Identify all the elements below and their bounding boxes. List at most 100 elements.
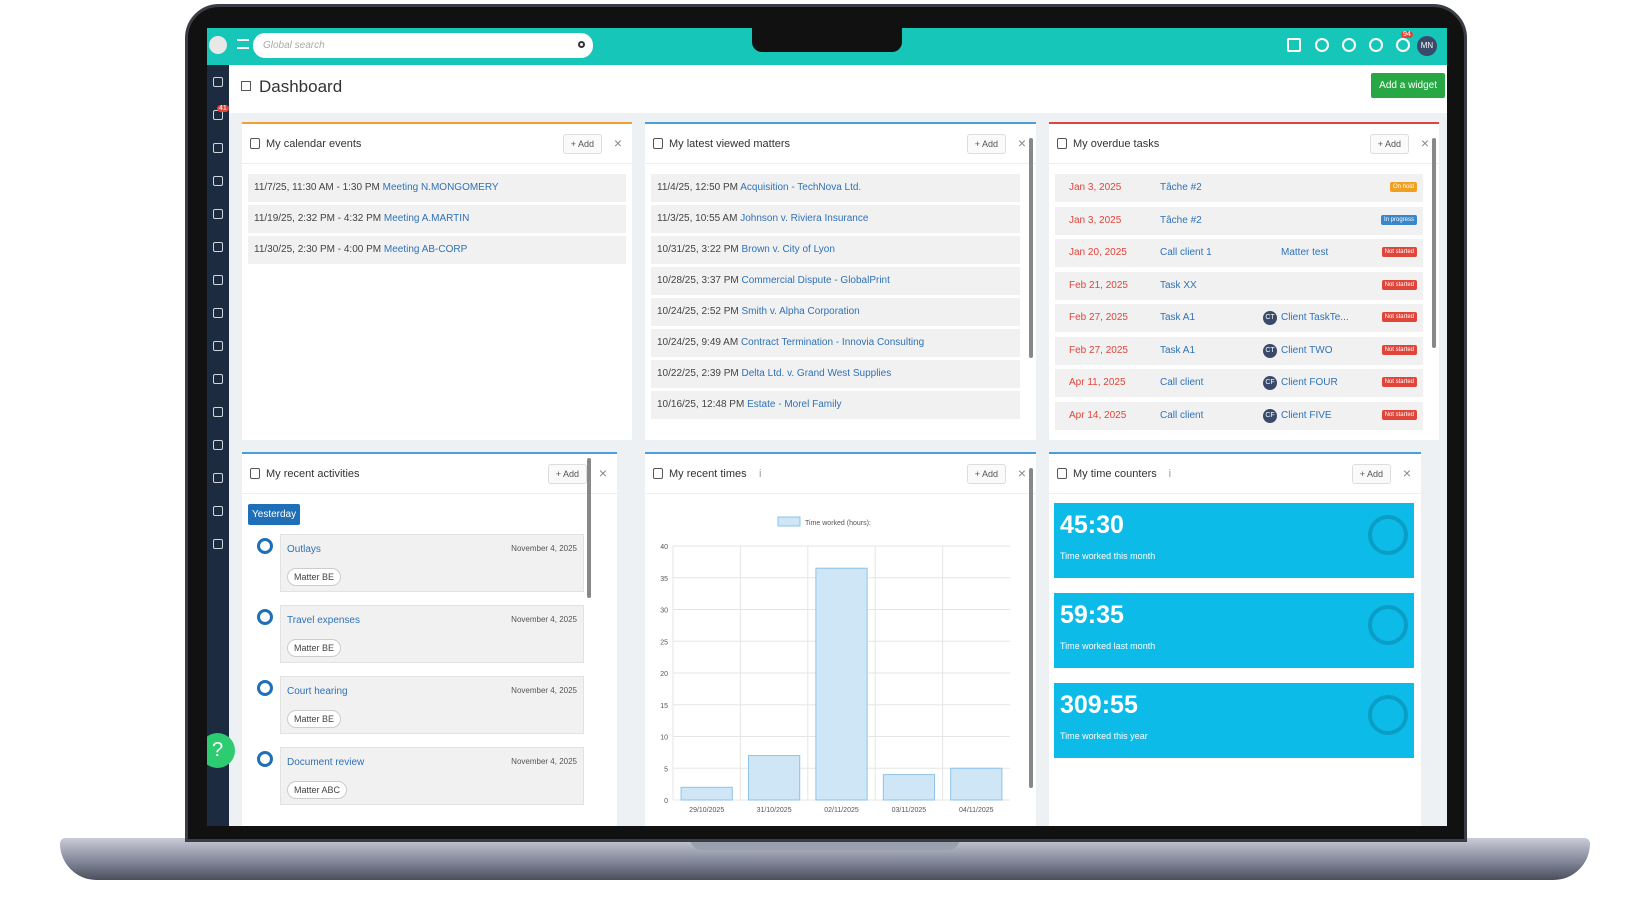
close-button[interactable]: × xyxy=(1017,465,1026,481)
top-icon[interactable] xyxy=(1369,38,1383,52)
matter-title[interactable]: Johnson v. Riviera Insurance xyxy=(740,213,869,224)
sidebar-icon[interactable] xyxy=(213,176,223,186)
y-tick-label: 5 xyxy=(664,766,668,773)
top-icon[interactable] xyxy=(1315,38,1329,52)
matter-time: 10/22/25, 2:39 PM xyxy=(657,368,739,379)
add-button[interactable]: + Add xyxy=(966,464,1006,484)
task-name[interactable]: Call client xyxy=(1160,377,1204,388)
task-row: Feb 27, 2025 Task A1 CT Client TaskTe... Not… xyxy=(1055,304,1423,332)
info-icon: i xyxy=(1168,468,1172,480)
widget-title: My overdue tasks xyxy=(1073,138,1160,150)
clock-icon xyxy=(1368,695,1408,735)
counter-label: Time worked this year xyxy=(1060,731,1148,741)
top-icon[interactable] xyxy=(1396,38,1410,52)
add-widget-button[interactable]: Add a widget xyxy=(1371,73,1445,98)
task-name[interactable]: Tâche #2 xyxy=(1160,214,1202,226)
task-status: Not started xyxy=(1381,377,1417,387)
task-name[interactable]: Task A1 xyxy=(1160,312,1196,323)
event-title[interactable]: Meeting AB-CORP xyxy=(383,244,468,255)
close-button[interactable]: × xyxy=(598,465,607,481)
matter-row: 11/4/25, 12:50 PM Acquisition - TechNova… xyxy=(651,174,1020,202)
matter-title[interactable]: Commercial Dispute - GlobalPrint xyxy=(741,275,890,286)
task-date: Apr 14, 2025 xyxy=(1069,409,1127,421)
add-button[interactable]: + Add xyxy=(1369,134,1409,154)
close-button[interactable]: × xyxy=(1420,135,1429,151)
add-button[interactable]: + Add xyxy=(966,134,1006,154)
widget-icon xyxy=(250,468,260,479)
matter-time: 11/4/25, 12:50 PM xyxy=(657,182,738,193)
task-name[interactable]: Task XX xyxy=(1160,279,1197,291)
matter-title[interactable]: Brown v. City of Lyon xyxy=(741,244,835,255)
widget-icon xyxy=(250,138,260,149)
top-icon[interactable] xyxy=(1287,38,1301,52)
sidebar-icon[interactable] xyxy=(213,539,223,549)
task-name[interactable]: Call client xyxy=(1160,409,1204,421)
matter-time: 10/28/25, 3:37 PM xyxy=(657,275,739,286)
matter-avatar: CF xyxy=(1263,408,1277,423)
calendar-event: 11/7/25, 11:30 AM - 1:30 PM Meeting N.MO… xyxy=(248,174,626,202)
activity-title[interactable]: Outlays xyxy=(287,544,321,555)
event-title[interactable]: Meeting A.MARTIN xyxy=(383,213,470,224)
activity-title[interactable]: Court hearing xyxy=(287,686,348,697)
task-date: Jan 3, 2025 xyxy=(1069,182,1122,193)
activity-title[interactable]: Document review xyxy=(287,757,365,768)
close-button[interactable]: × xyxy=(1017,135,1026,151)
task-row: Jan 3, 2025 Tâche #2 In progress xyxy=(1055,206,1423,235)
sidebar-icon[interactable] xyxy=(213,341,223,351)
task-matter[interactable]: Client FIVE xyxy=(1281,409,1332,421)
task-name[interactable]: Task A1 xyxy=(1160,344,1196,356)
user-avatar[interactable]: MN xyxy=(1417,36,1437,56)
sidebar-icon[interactable] xyxy=(213,473,223,483)
menu-icon[interactable] xyxy=(237,39,249,49)
sidebar-icon[interactable] xyxy=(213,440,223,450)
camera-notch xyxy=(752,28,902,52)
close-button[interactable]: × xyxy=(1402,465,1411,481)
task-status: Not started xyxy=(1381,279,1417,290)
task-name[interactable]: Call client 1 xyxy=(1160,247,1212,258)
matter-time: 10/24/25, 9:49 AM xyxy=(657,337,739,348)
task-matter[interactable]: Matter test xyxy=(1281,247,1329,258)
task-name[interactable]: Tâche #2 xyxy=(1160,182,1202,193)
matter-title[interactable]: Acquisition - TechNova Ltd. xyxy=(740,182,862,193)
matter-title[interactable]: Smith v. Alpha Corporation xyxy=(741,306,860,317)
sidebar-icon[interactable] xyxy=(213,77,223,87)
sidebar-icon[interactable] xyxy=(213,407,223,417)
add-button[interactable]: + Add xyxy=(1351,464,1391,484)
add-button[interactable]: + Add xyxy=(562,134,602,154)
sidebar-icon[interactable] xyxy=(213,308,223,318)
sidebar-icon[interactable] xyxy=(213,374,223,384)
task-matter[interactable]: Client TaskTe... xyxy=(1281,312,1349,323)
task-matter[interactable]: Client TWO xyxy=(1281,344,1333,356)
widget: My recent activities + Add × Yesterday Outla… xyxy=(242,452,617,826)
matter-title[interactable]: Delta Ltd. v. Grand West Supplies xyxy=(741,368,892,379)
widget-icon xyxy=(653,468,663,479)
matter-title[interactable]: Contract Termination - Innovia Consultin… xyxy=(740,337,925,348)
widget-header: My recent activities + Add × xyxy=(242,454,617,494)
widget-header: My latest viewed matters + Add × xyxy=(645,124,1036,164)
help-button[interactable]: ? xyxy=(207,733,235,768)
page-header: Dashboard Add a widget xyxy=(229,65,1447,113)
group-label: Yesterday xyxy=(248,504,301,525)
top-icon[interactable] xyxy=(1342,38,1356,52)
widget-icon xyxy=(1057,138,1067,149)
activity-title[interactable]: Travel expenses xyxy=(287,615,360,626)
sidebar-icon[interactable] xyxy=(213,242,223,252)
activity-matter: Matter BE xyxy=(287,568,342,586)
task-matter[interactable]: Client FOUR xyxy=(1281,377,1338,388)
sidebar-icon[interactable] xyxy=(213,275,223,285)
time-counter: 45:30 Time worked this month xyxy=(1054,503,1414,578)
calendar-event: 11/19/25, 2:32 PM - 4:32 PM Meeting A.MA… xyxy=(248,205,626,233)
widget: My recent times i + Add × 0 5 10 15 20 25 30 35 40 Ti… xyxy=(645,452,1036,826)
close-button[interactable]: × xyxy=(613,135,622,151)
sidebar-icon[interactable] xyxy=(213,506,223,516)
add-button[interactable]: + Add xyxy=(547,464,587,484)
event-title[interactable]: Meeting N.MONGOMERY xyxy=(382,182,499,193)
search-box[interactable]: Global search xyxy=(253,33,593,58)
sidebar-icon[interactable] xyxy=(213,143,223,153)
y-tick-label: 15 xyxy=(660,703,668,710)
sidebar-icon[interactable] xyxy=(213,209,223,219)
sidebar: 41 xyxy=(207,65,229,826)
widget-title: My recent times xyxy=(669,468,747,480)
matter-title[interactable]: Estate - Morel Family xyxy=(747,399,842,410)
